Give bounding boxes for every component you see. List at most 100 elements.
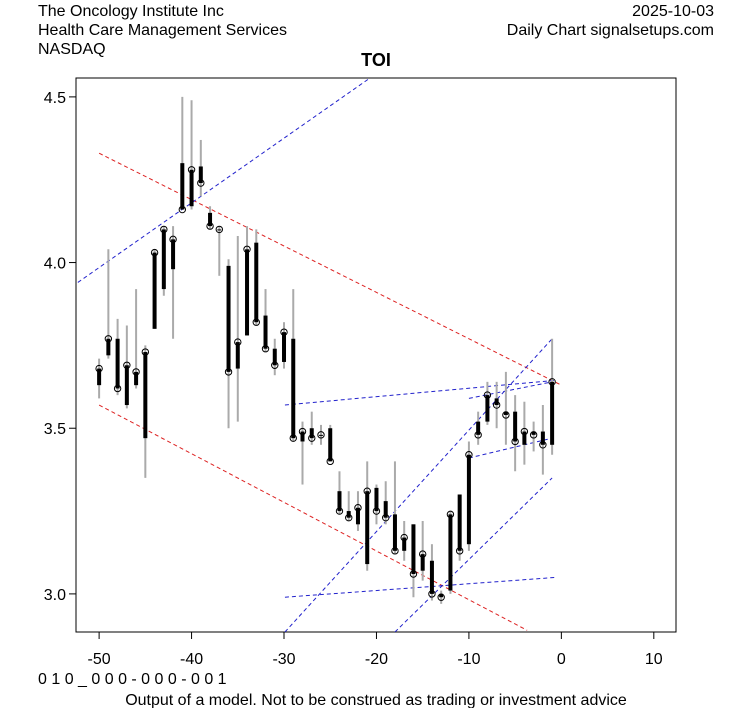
open-close	[355, 507, 360, 525]
close-point	[271, 361, 279, 369]
x-tick-label: -30	[272, 651, 295, 668]
open-close	[466, 454, 471, 545]
open-close	[365, 491, 370, 565]
open-close	[374, 487, 379, 512]
sector: Health Care Management Services	[38, 22, 287, 39]
close-point	[317, 431, 325, 439]
chart-title: TOI	[361, 50, 391, 70]
close-point	[308, 434, 316, 442]
close-point	[215, 225, 223, 234]
close-point	[141, 348, 150, 356]
close-point	[150, 248, 159, 257]
close-point	[409, 570, 418, 578]
open-close	[337, 491, 342, 512]
disclaimer: Output of a model. Not to be construed a…	[125, 692, 627, 708]
trend-line	[284, 379, 557, 406]
x-tick-label: -10	[457, 651, 480, 668]
open-close	[245, 249, 250, 336]
close-point	[437, 593, 445, 601]
close-point	[520, 427, 529, 436]
y-tick-label: 3.0	[44, 587, 66, 604]
source: Daily Chart signalsetups.com	[507, 22, 714, 39]
close-point	[178, 205, 187, 214]
plot-frame	[75, 77, 677, 633]
close-point	[261, 345, 270, 353]
x-tick-label: 0	[557, 651, 566, 668]
close-point	[169, 235, 177, 244]
open-close	[300, 431, 305, 442]
close-point	[354, 504, 362, 512]
open-close	[522, 431, 527, 445]
close-point	[511, 437, 519, 446]
model-code: 0 1 0 _ 0 0 0 - 0 0 0 - 0 0 1	[38, 671, 227, 688]
close-point	[418, 550, 427, 558]
close-point	[428, 590, 436, 598]
open-close	[152, 252, 157, 329]
open-close	[411, 524, 416, 575]
close-point	[160, 225, 168, 234]
close-point	[529, 431, 538, 439]
close-point	[345, 513, 353, 522]
y-tick-label: 3.5	[44, 421, 66, 438]
close-point	[104, 335, 113, 343]
open-close	[392, 514, 397, 551]
open-close	[448, 514, 453, 591]
trend-line	[98, 152, 562, 386]
open-close	[208, 212, 213, 227]
open-close	[485, 395, 490, 422]
open-close	[235, 342, 240, 369]
close-point	[234, 338, 242, 346]
close-point	[483, 391, 492, 399]
open-close	[383, 501, 388, 518]
open-close	[328, 428, 333, 462]
x-tick-label: -40	[180, 651, 203, 668]
close-point	[252, 318, 260, 326]
close-point	[326, 457, 334, 466]
close-point	[280, 328, 288, 336]
trend-line	[77, 78, 371, 283]
close-point	[95, 364, 103, 373]
open-close	[161, 229, 166, 290]
close-point	[187, 166, 196, 174]
company: The Oncology Institute Inc	[38, 3, 224, 20]
open-close	[550, 381, 555, 445]
open-close	[97, 368, 102, 386]
open-close	[272, 348, 277, 366]
open-close	[189, 169, 194, 207]
open-close	[226, 265, 231, 372]
open-close	[513, 411, 518, 442]
close-point	[363, 487, 371, 495]
open-close	[217, 229, 222, 231]
close-point	[492, 401, 501, 409]
date: 2025-10-03	[632, 3, 714, 20]
open-close	[309, 428, 314, 439]
close-point	[372, 507, 381, 515]
open-close	[420, 554, 425, 571]
close-point	[502, 411, 510, 419]
close-point	[548, 378, 556, 386]
y-tick-label: 4.5	[44, 90, 66, 107]
close-point	[474, 431, 482, 439]
open-close	[263, 315, 268, 349]
trend-line	[468, 437, 553, 459]
y-tick-label: 4.0	[44, 256, 66, 273]
trend-line	[284, 338, 553, 632]
close-point	[465, 451, 473, 459]
open-close	[134, 371, 139, 386]
open-close	[254, 242, 259, 323]
trend-line	[98, 404, 528, 631]
trend-line	[468, 381, 553, 399]
exchange: NASDAQ	[38, 41, 106, 58]
close-point	[455, 547, 464, 555]
open-close	[143, 352, 148, 439]
x-tick-label: 10	[645, 651, 663, 668]
open-close	[106, 338, 111, 356]
open-close	[171, 239, 176, 270]
open-close	[457, 494, 462, 551]
open-close	[291, 338, 296, 439]
open-close	[503, 411, 508, 415]
trend-line	[284, 576, 557, 598]
open-close	[439, 593, 444, 598]
